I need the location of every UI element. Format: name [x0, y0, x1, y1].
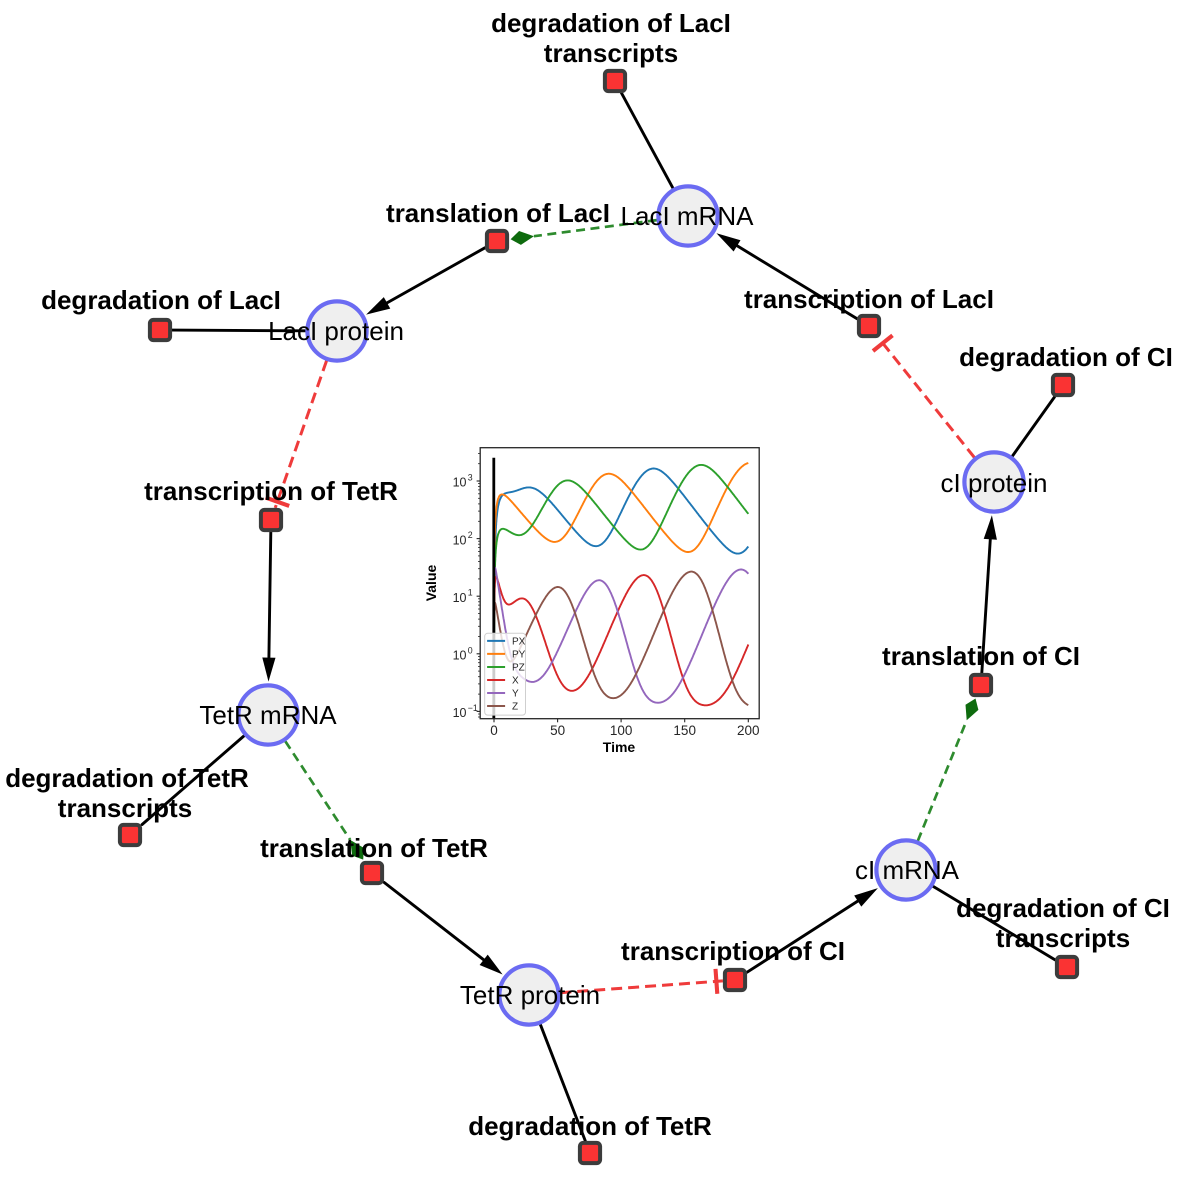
svg-text:PZ: PZ	[512, 663, 525, 674]
svg-text:degradation of TetR: degradation of TetR	[5, 763, 249, 793]
svg-text:10: 10	[453, 533, 467, 547]
svg-text:0: 0	[468, 645, 473, 655]
svg-text:degradation of LacI: degradation of LacI	[41, 285, 281, 315]
svg-text:LacI protein: LacI protein	[268, 316, 404, 346]
svg-text:Time: Time	[603, 739, 636, 755]
svg-text:200: 200	[737, 723, 760, 738]
svg-text:Z: Z	[512, 702, 518, 713]
svg-text:transcripts: transcripts	[544, 38, 678, 68]
svg-text:0: 0	[490, 723, 498, 738]
svg-text:TetR mRNA: TetR mRNA	[199, 700, 337, 730]
svg-text:cI mRNA: cI mRNA	[855, 855, 960, 885]
svg-text:150: 150	[673, 723, 696, 738]
svg-text:1: 1	[468, 588, 473, 598]
svg-text:transcription of TetR: transcription of TetR	[144, 476, 398, 506]
svg-text:PY: PY	[512, 650, 526, 661]
svg-text:Y: Y	[512, 689, 519, 700]
svg-text:degradation of CI: degradation of CI	[956, 893, 1170, 923]
svg-text:degradation of LacI: degradation of LacI	[491, 8, 731, 38]
svg-text:3: 3	[468, 473, 473, 483]
svg-text:transcription of LacI: transcription of LacI	[744, 284, 994, 314]
svg-text:10: 10	[453, 591, 467, 605]
svg-text:100: 100	[610, 723, 633, 738]
svg-text:X: X	[512, 676, 519, 687]
svg-text:Value: Value	[423, 565, 439, 602]
svg-text:degradation of CI: degradation of CI	[959, 342, 1173, 372]
svg-text:transcription of CI: transcription of CI	[621, 936, 845, 966]
svg-text:degradation of TetR: degradation of TetR	[468, 1111, 712, 1141]
svg-text:transcripts: transcripts	[996, 923, 1130, 953]
svg-text:TetR protein: TetR protein	[460, 980, 600, 1010]
svg-text:10: 10	[453, 706, 467, 720]
svg-text:LacI mRNA: LacI mRNA	[621, 201, 755, 231]
svg-text:PX: PX	[512, 637, 526, 648]
svg-text:2: 2	[468, 530, 473, 540]
svg-text:translation of LacI: translation of LacI	[386, 198, 610, 228]
svg-text:cI protein: cI protein	[941, 468, 1048, 498]
svg-text:10: 10	[453, 649, 467, 663]
svg-text:transcripts: transcripts	[58, 793, 192, 823]
svg-text:50: 50	[550, 723, 565, 738]
svg-text:−1: −1	[468, 703, 478, 713]
svg-text:translation of TetR: translation of TetR	[260, 833, 488, 863]
svg-text:10: 10	[453, 476, 467, 490]
svg-text:translation of CI: translation of CI	[882, 641, 1080, 671]
